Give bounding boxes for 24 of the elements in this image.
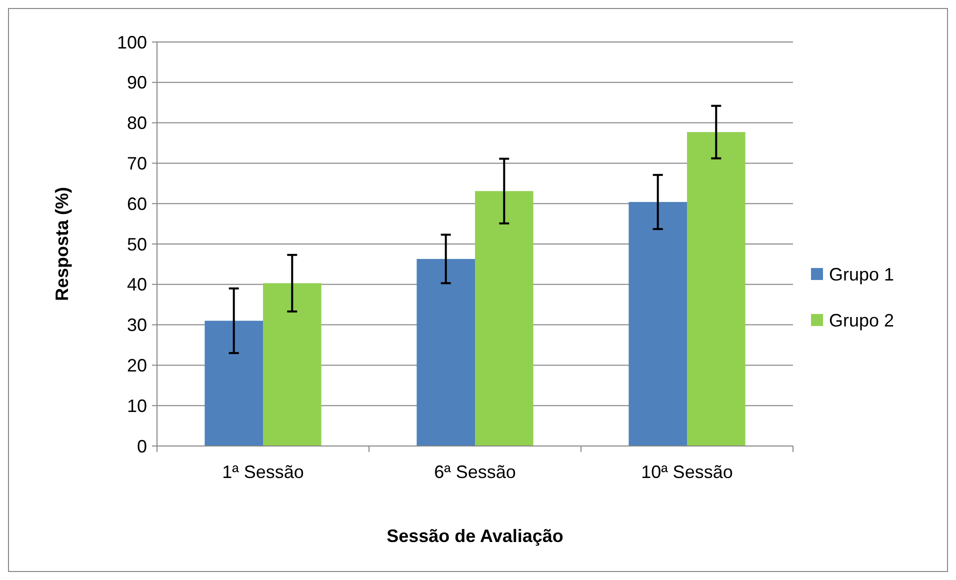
x-tick-label: 1ª Sessão (222, 462, 304, 482)
y-tick-label: 90 (126, 72, 147, 93)
y-tick-label: 80 (126, 113, 147, 134)
y-tick-label: 10 (126, 396, 147, 416)
y-tick-label: 20 (126, 356, 147, 376)
y-tick-label: 40 (126, 274, 147, 295)
bar (687, 132, 746, 446)
y-tick-label: 50 (126, 234, 147, 254)
x-tick-label: 6ª Sessão (434, 462, 516, 482)
y-tick-label: 70 (126, 154, 147, 174)
y-tick-label: 60 (126, 194, 147, 214)
legend-label: Grupo 1 (829, 264, 894, 284)
legend-label: Grupo 2 (829, 310, 894, 330)
y-tick-label: 0 (136, 436, 147, 456)
bar (416, 258, 475, 446)
bar (475, 191, 534, 446)
bar (204, 320, 263, 446)
bar (263, 283, 322, 446)
y-tick-label: 30 (126, 315, 147, 336)
y-axis-title: Resposta (%) (52, 186, 72, 302)
y-tick-label: 100 (116, 32, 147, 52)
bar (628, 202, 687, 446)
x-tick-label: 10ª Sessão (641, 462, 733, 482)
x-axis-title: Sessão de Avaliação (386, 526, 564, 546)
